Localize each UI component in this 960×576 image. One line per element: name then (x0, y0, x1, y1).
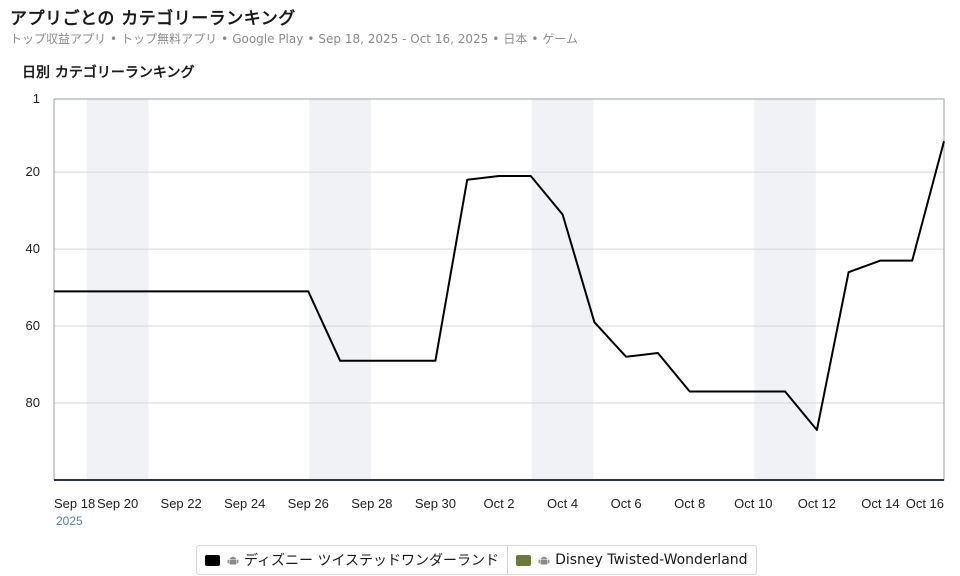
data-point (878, 258, 883, 263)
data-point (242, 289, 247, 294)
x-tick-label: Sep 28 (351, 496, 392, 511)
y-tick-label: 1 (33, 91, 40, 106)
page-title: アプリごとの カテゴリーランキング (10, 9, 296, 29)
legend-item-en[interactable]: Disney Twisted-Wonderland (507, 546, 755, 574)
data-point (687, 389, 692, 394)
page-subtitle: トップ収益アプリ • トップ無料アプリ • Google Play • Sep 18, 20… (10, 32, 579, 46)
data-point (846, 270, 851, 275)
y-tick-label: 20 (26, 164, 40, 179)
x-tick-label: Oct 10 (734, 496, 772, 511)
data-point (465, 177, 470, 182)
y-tick-label: 80 (26, 395, 40, 410)
data-point (655, 351, 660, 356)
x-tick-label: Oct 16 (906, 496, 944, 511)
weekend-band (754, 99, 816, 480)
android-icon (227, 556, 239, 565)
data-point (179, 289, 184, 294)
data-point (942, 139, 947, 144)
subtitle-store[interactable]: Google Play (232, 32, 304, 46)
data-point (338, 358, 343, 363)
data-point (751, 389, 756, 394)
data-point (147, 289, 152, 294)
data-point (592, 320, 597, 325)
data-point (433, 358, 438, 363)
x-year-label: 2025 (56, 514, 83, 528)
data-point (624, 354, 629, 359)
weekend-band (309, 99, 371, 480)
x-tick-label: Sep 20 (97, 496, 138, 511)
subtitle-category[interactable]: ゲーム (542, 32, 579, 46)
x-tick-label: Sep 30 (415, 496, 456, 511)
data-point (274, 289, 279, 294)
data-point (528, 173, 533, 178)
chart-title: 日別 カテゴリーランキング (22, 65, 195, 81)
weekend-band (531, 99, 594, 480)
data-point (115, 289, 120, 294)
data-point (910, 258, 915, 263)
data-point (814, 427, 819, 432)
data-point (369, 358, 374, 363)
x-tick-label: Oct 8 (674, 496, 705, 511)
data-point (306, 289, 311, 294)
data-point (783, 389, 788, 394)
x-tick-label: Sep 26 (288, 496, 329, 511)
y-tick-label: 60 (26, 318, 40, 333)
x-tick-label: Oct 14 (861, 496, 899, 511)
x-tick-label: Oct 12 (798, 496, 836, 511)
x-tick-label: Oct 2 (483, 496, 514, 511)
ranking-line-chart[interactable]: 1 20 40 60 80 Sep 18 Sep 20 Sep 22 Sep 24 Sep 26 S… (0, 0, 960, 545)
x-tick-label: Sep 18 (54, 496, 95, 511)
data-point (401, 358, 406, 363)
subtitle-filter-free[interactable]: トップ無料アプリ (121, 32, 218, 46)
data-point (497, 173, 502, 178)
legend-swatch (516, 554, 532, 566)
legend-item-ja[interactable]: ディズニー ツイステッドワンダーランド (197, 546, 507, 574)
weekend-band (86, 99, 149, 480)
x-tick-label: Sep 22 (161, 496, 202, 511)
data-point (52, 289, 57, 294)
subtitle-filter-revenue[interactable]: トップ収益アプリ (10, 32, 107, 46)
subtitle-country[interactable]: 日本 (503, 32, 528, 46)
x-tick-label: Oct 6 (611, 496, 642, 511)
data-point (210, 289, 215, 294)
legend-label: ディズニー ツイステッドワンダーランド (244, 553, 500, 569)
data-point (83, 289, 88, 294)
android-icon (538, 556, 550, 565)
subtitle-date-range[interactable]: Sep 18, 2025 - Oct 16, 2025 (318, 32, 489, 46)
legend-label: Disney Twisted-Wonderland (555, 552, 748, 568)
x-tick-label: Sep 24 (224, 496, 265, 511)
series-line (54, 141, 945, 431)
data-point (719, 389, 724, 394)
data-point (560, 212, 565, 217)
chart-legend: ディズニー ツイステッドワンダーランド Disney Twisted-Wonde… (196, 545, 757, 575)
x-tick-label: Oct 4 (547, 496, 578, 511)
y-tick-label: 40 (26, 241, 40, 256)
legend-swatch (205, 554, 220, 566)
